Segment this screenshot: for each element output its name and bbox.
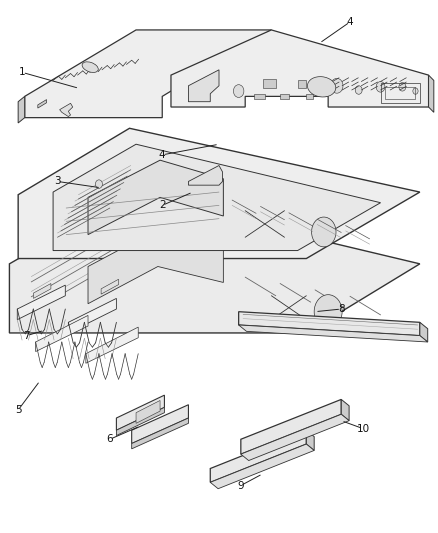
Text: 1: 1	[19, 68, 26, 77]
FancyBboxPatch shape	[280, 94, 289, 99]
Polygon shape	[188, 70, 219, 102]
Circle shape	[95, 180, 102, 188]
Text: 10: 10	[357, 424, 370, 434]
Text: 6: 6	[106, 434, 113, 445]
Polygon shape	[188, 165, 223, 185]
Polygon shape	[241, 414, 349, 461]
Circle shape	[331, 78, 343, 93]
FancyBboxPatch shape	[306, 94, 313, 99]
Polygon shape	[60, 103, 73, 117]
Polygon shape	[241, 399, 341, 454]
Polygon shape	[53, 144, 381, 251]
Polygon shape	[117, 407, 164, 435]
Text: 2: 2	[159, 200, 166, 211]
Polygon shape	[38, 100, 46, 108]
Polygon shape	[17, 285, 65, 320]
Text: 9: 9	[237, 481, 244, 490]
Polygon shape	[420, 322, 427, 342]
Polygon shape	[171, 30, 428, 107]
Polygon shape	[341, 399, 349, 421]
Polygon shape	[18, 96, 25, 123]
Text: 4: 4	[159, 150, 166, 160]
Polygon shape	[25, 30, 272, 118]
Circle shape	[399, 83, 406, 91]
FancyBboxPatch shape	[254, 94, 265, 99]
Text: 8: 8	[338, 304, 345, 314]
Polygon shape	[210, 444, 314, 489]
Polygon shape	[68, 298, 117, 333]
Polygon shape	[136, 400, 160, 423]
Polygon shape	[428, 75, 434, 112]
Polygon shape	[210, 430, 306, 482]
Polygon shape	[88, 229, 223, 304]
Circle shape	[311, 217, 336, 247]
Polygon shape	[18, 128, 420, 259]
Polygon shape	[132, 418, 188, 449]
Polygon shape	[86, 327, 138, 364]
Text: 7: 7	[24, 330, 30, 341]
Polygon shape	[35, 316, 88, 352]
Polygon shape	[132, 405, 188, 443]
Polygon shape	[117, 395, 164, 430]
Circle shape	[413, 88, 418, 94]
Polygon shape	[88, 160, 223, 235]
Polygon shape	[239, 325, 427, 342]
Polygon shape	[306, 430, 314, 450]
Polygon shape	[10, 195, 420, 333]
Polygon shape	[33, 284, 51, 298]
FancyBboxPatch shape	[297, 80, 306, 88]
FancyBboxPatch shape	[263, 79, 276, 88]
Ellipse shape	[82, 62, 98, 72]
Circle shape	[233, 85, 244, 98]
Polygon shape	[239, 312, 420, 336]
Text: 3: 3	[54, 176, 61, 187]
Circle shape	[376, 82, 385, 92]
Polygon shape	[101, 279, 119, 294]
Circle shape	[355, 86, 362, 94]
Circle shape	[314, 295, 342, 329]
Text: 4: 4	[346, 17, 353, 27]
Text: 5: 5	[15, 405, 21, 415]
Ellipse shape	[307, 77, 336, 97]
